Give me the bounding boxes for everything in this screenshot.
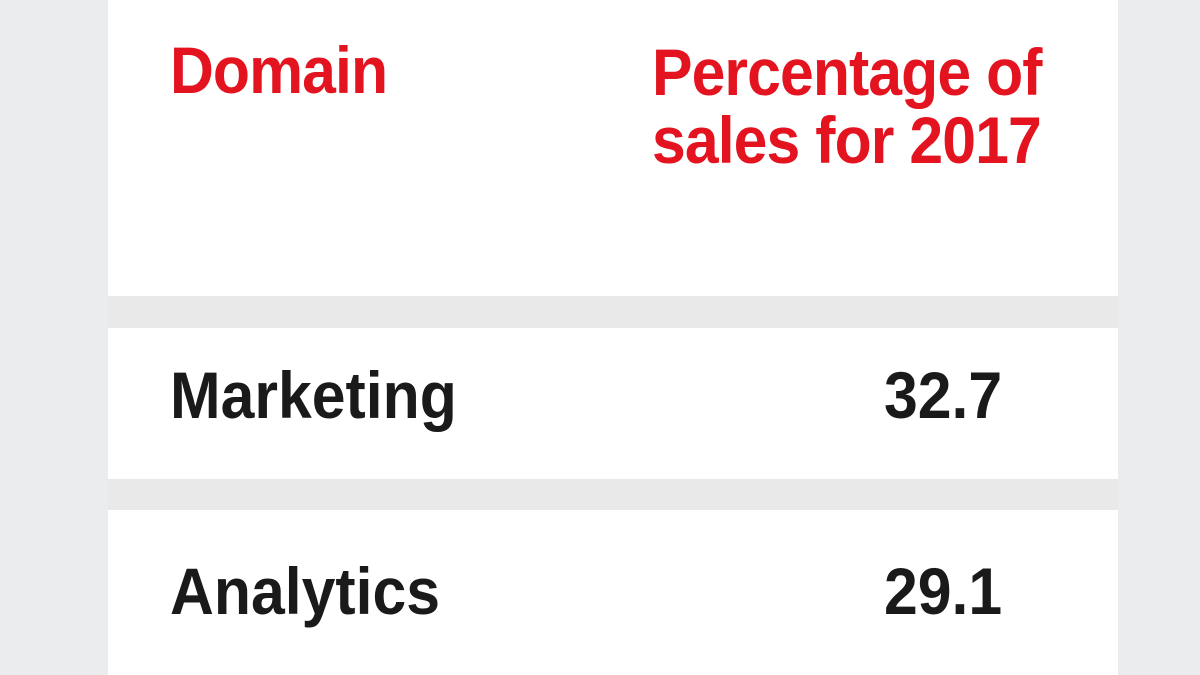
cell-percentage: 29.1 [884,554,1003,628]
row-divider [108,296,1118,328]
row-divider [108,479,1118,510]
column-header-domain: Domain [170,33,388,107]
cell-percentage: 32.7 [884,358,1003,432]
table-row: Marketing 32.7 [108,328,1118,479]
table-header: Domain Percentage of sales for 2017 [108,0,1118,296]
column-header-percentage: Percentage of sales for 2017 [652,35,1043,177]
cell-domain: Analytics [170,554,440,628]
table-row: Analytics 29.1 [108,510,1118,675]
cell-domain: Marketing [170,358,457,432]
